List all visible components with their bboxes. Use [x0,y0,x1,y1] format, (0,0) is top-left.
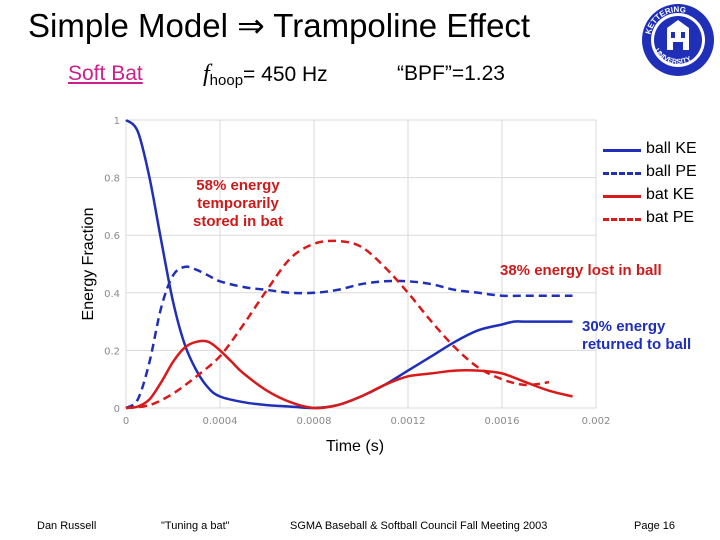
y-tick-label: 0.8 [104,174,120,185]
annotation-stored-in-bat: 58% energy temporarily stored in bat [192,177,283,230]
series-lines [125,118,573,410]
bpf-label: “BPF”=1.23 [397,62,505,85]
legend-swatch [603,149,641,152]
x-axis-label: Time (s) [326,438,384,455]
chart-grid [125,119,597,409]
annotation-returned-to-ball: 30% energy returned to ball [582,318,692,353]
x-tick-labels: 0 0.0004 0.0008 0.0012 0.0016 0.002 [123,416,611,427]
legend-label: ball KE [646,140,697,157]
slide-title: Simple Model ⇒ Trampoline Effect [28,7,531,44]
footer-talk-title: "Tuning a bat" [161,520,230,532]
x-tick-label: 0.002 [582,416,611,427]
hoop-frequency-label: fhoop= 450 Hz [203,61,328,89]
series-line-bat-ke [125,339,573,410]
y-tick-label: 1 [114,116,120,127]
x-tick-label: 0.0016 [485,416,520,427]
legend-label: bat KE [646,186,695,203]
legend-swatch [603,218,641,221]
y-tick-label: 0 [114,404,120,415]
x-tick-label: 0.0008 [297,416,332,427]
x-tick-label: 0.0012 [391,416,426,427]
university-seal-logo: KETTERING UNIVERSITY [642,4,714,76]
footer-venue: SGMA Baseball & Softball Council Fall Me… [290,520,548,532]
legend-swatch [603,172,641,175]
x-tick-label: 0.0004 [203,416,238,427]
series-line-bat-pe [125,239,550,410]
legend-label: bat PE [646,209,695,226]
soft-bat-label: Soft Bat [68,62,143,85]
y-tick-label: 0.4 [104,289,120,300]
legend-swatch [603,195,641,198]
y-tick-labels: 0 0.2 0.4 0.6 0.8 1 [104,116,120,415]
annotation-lost-in-ball: 38% energy lost in ball [500,262,662,279]
footer-page-number: Page 16 [634,520,675,532]
x-tick-label: 0 [123,416,129,427]
series-line-ball-pe [125,265,573,410]
footer-author: Dan Russell [37,520,97,532]
y-tick-label: 0.2 [104,346,120,357]
y-axis-label: Energy Fraction [80,208,97,321]
legend-label: ball PE [646,163,697,180]
y-tick-label: 0.6 [104,231,120,242]
